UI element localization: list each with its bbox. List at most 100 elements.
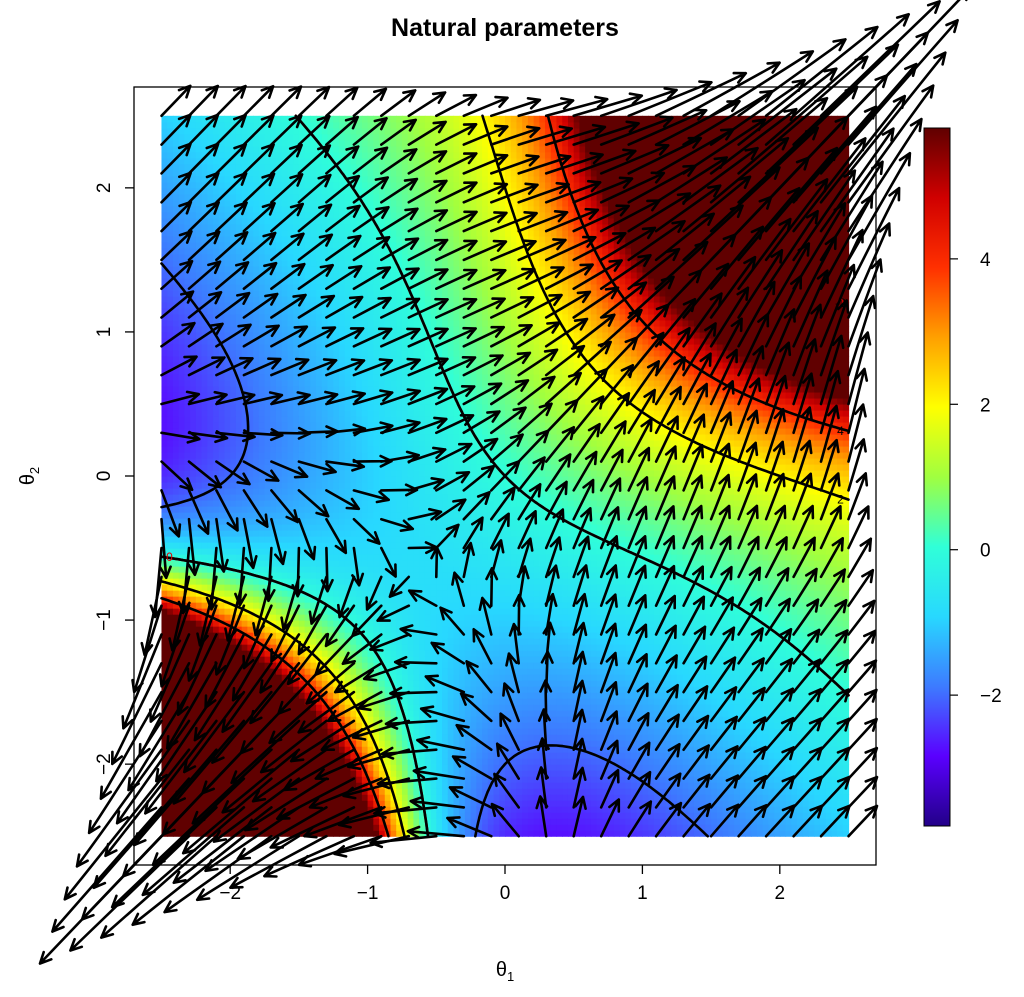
heatmap-cell <box>190 530 197 537</box>
heatmap-cell <box>350 566 357 573</box>
heatmap-cell <box>281 139 289 147</box>
heatmap-cell <box>235 542 243 549</box>
heatmap-cell <box>321 536 329 543</box>
heatmap-cell <box>356 536 363 543</box>
heatmap-cell <box>356 385 363 393</box>
heatmap-cell <box>350 193 357 201</box>
heatmap-cell <box>396 824 403 831</box>
heatmap-cell <box>275 403 283 411</box>
heatmap-cell <box>316 500 323 507</box>
heatmap-cell <box>350 133 357 141</box>
heatmap-cell <box>310 433 317 441</box>
heatmap-cell <box>213 572 220 579</box>
heatmap-cell <box>195 764 203 771</box>
heatmap-cell <box>367 163 374 171</box>
heatmap-cell <box>235 433 243 441</box>
heatmap-cell <box>224 241 231 249</box>
heatmap-cell <box>310 506 317 513</box>
heatmap-cell <box>316 620 323 627</box>
heatmap-cell <box>287 578 294 585</box>
heatmap-cell <box>287 470 294 477</box>
heatmap-cell <box>350 139 357 147</box>
heatmap-cell <box>184 800 191 807</box>
heatmap-cell <box>361 596 369 603</box>
heatmap-cell <box>275 127 283 135</box>
heatmap-cell <box>247 229 254 237</box>
heatmap-cell <box>224 734 231 741</box>
heatmap-cell <box>190 331 197 339</box>
heatmap-cell <box>184 373 191 381</box>
heatmap-cell <box>270 638 277 645</box>
heatmap-cell <box>281 457 289 465</box>
heatmap-cell <box>304 169 311 177</box>
heatmap-cell <box>361 127 369 135</box>
heatmap-cell <box>213 830 220 837</box>
heatmap-cell <box>230 319 237 327</box>
heatmap-cell <box>390 494 397 501</box>
heatmap-cell <box>167 818 174 825</box>
heatmap-cell <box>161 121 168 129</box>
heatmap-cell <box>293 704 300 711</box>
heatmap-cell <box>321 566 329 573</box>
heatmap-cell <box>241 710 248 717</box>
heatmap-cell <box>264 421 271 429</box>
heatmap-cell <box>373 187 380 195</box>
heatmap-cell <box>373 373 380 381</box>
heatmap-cell <box>195 361 203 369</box>
heatmap-cell <box>235 674 243 681</box>
heatmap-cell <box>310 349 317 357</box>
heatmap-cell <box>218 662 226 669</box>
heatmap-cell <box>321 283 329 291</box>
heatmap-cell <box>344 337 352 345</box>
heatmap-cell <box>167 488 174 495</box>
heatmap-cell <box>298 463 306 471</box>
heatmap-cell <box>367 241 374 249</box>
heatmap-cell <box>298 638 306 645</box>
heatmap-cell <box>327 692 334 699</box>
heatmap-cell <box>396 476 403 483</box>
heatmap-cell <box>293 163 300 171</box>
heatmap-cell <box>384 788 392 795</box>
heatmap-cell <box>195 265 203 273</box>
heatmap-cell <box>293 722 300 729</box>
heatmap-cell <box>373 319 380 327</box>
heatmap-cell <box>195 686 203 693</box>
heatmap-cell <box>316 205 323 213</box>
heatmap-cell <box>195 824 203 831</box>
heatmap-cell <box>224 626 231 633</box>
heatmap-cell <box>298 445 306 453</box>
heatmap-cell <box>304 740 311 747</box>
heatmap-cell <box>218 439 226 447</box>
heatmap-cell <box>201 217 208 225</box>
heatmap-cell <box>213 403 220 411</box>
heatmap-cell <box>350 439 357 447</box>
heatmap-cell <box>247 704 254 711</box>
heatmap-cell <box>178 734 185 741</box>
heatmap-cell <box>384 199 392 207</box>
heatmap-cell <box>235 578 243 585</box>
heatmap-cell <box>287 253 294 261</box>
heatmap-cell <box>213 818 220 825</box>
heatmap-cell <box>338 572 346 579</box>
heatmap-cell <box>161 470 168 477</box>
heatmap-cell <box>178 409 185 417</box>
heatmap-cell <box>361 379 369 387</box>
heatmap-cell <box>298 385 306 393</box>
heatmap-cell <box>275 283 283 291</box>
heatmap-cell <box>161 716 168 723</box>
heatmap-cell <box>344 463 352 471</box>
heatmap-cell <box>356 277 363 285</box>
heatmap-cell <box>321 644 329 651</box>
heatmap-cell <box>281 133 289 141</box>
heatmap-cell <box>253 265 260 273</box>
heatmap-cell <box>201 463 208 471</box>
heatmap-cell <box>178 343 185 351</box>
heatmap-cell <box>258 572 266 579</box>
heatmap-cell <box>247 620 254 627</box>
heatmap-cell <box>367 181 374 189</box>
heatmap-cell <box>356 121 363 129</box>
heatmap-cell <box>298 482 306 489</box>
heatmap-cell <box>356 770 363 777</box>
heatmap-cell <box>224 181 231 189</box>
heatmap-cell <box>373 686 380 693</box>
